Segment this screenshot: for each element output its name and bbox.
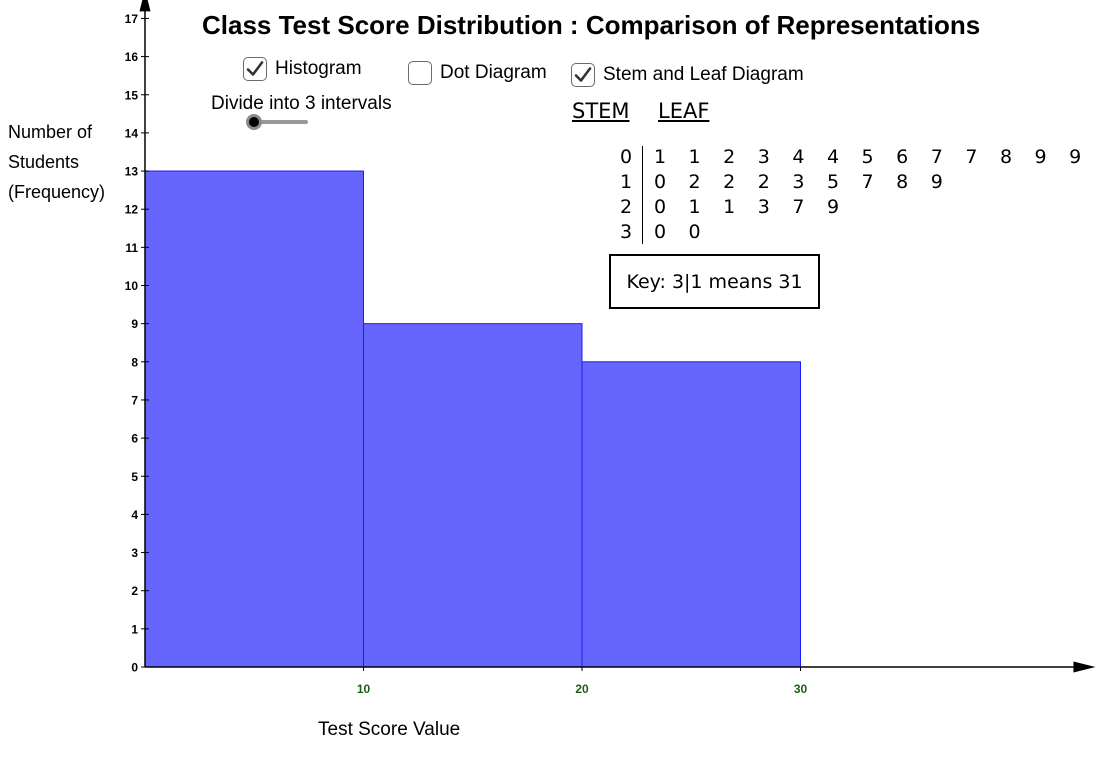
leaf-value: 7 (861, 171, 874, 193)
leaf-value: 0 (653, 196, 667, 218)
histogram-bar-1 (144, 170, 364, 668)
y-axis-label-line-2: Students (8, 152, 80, 172)
y-tick-label: 0 (131, 661, 138, 675)
stem-value: 1 (619, 171, 633, 193)
checkmark-icon (574, 67, 592, 82)
leaf-value: 8 (999, 146, 1013, 168)
y-tick-label: 5 (131, 470, 138, 484)
x-tick-label: 10 (357, 682, 371, 696)
leaf-value: 7 (965, 146, 978, 168)
leaf-value: 9 (1069, 146, 1082, 168)
leaf-value: 0 (653, 171, 667, 193)
y-tick-label: 7 (131, 393, 138, 407)
histogram-checkbox[interactable]: Histogram (243, 57, 362, 81)
y-axis-label-line-1: Number of (8, 122, 93, 142)
y-tick-label: 10 (125, 279, 139, 293)
stem-value: 3 (619, 221, 633, 243)
stem-leaf-divider (642, 146, 643, 244)
y-tick-label: 3 (131, 546, 138, 560)
y-tick-label: 15 (125, 88, 139, 102)
leaf-value: 2 (688, 171, 701, 193)
stem-leaf-key: Key: 3|1 means 31 (609, 254, 820, 309)
y-tick-label: 1 (131, 622, 138, 636)
y-tick-label: 4 (131, 508, 138, 522)
x-tick-label: 30 (794, 682, 808, 696)
page-title: Class Test Score Distribution : Comparis… (202, 10, 981, 40)
checkmark-icon (246, 61, 264, 76)
stem-value: 2 (619, 196, 633, 218)
y-tick-label: 2 (131, 584, 138, 598)
leaf-value: 1 (723, 196, 736, 218)
interval-slider-knob[interactable] (246, 114, 262, 130)
leaf-value: 6 (896, 146, 909, 168)
leaf-value: 0 (688, 221, 701, 243)
y-tick-label: 12 (125, 203, 139, 217)
y-tick-label: 13 (125, 165, 139, 179)
leaf-value: 7 (930, 146, 943, 168)
stem-header: STEM (572, 99, 630, 123)
stem-leaf-checkbox[interactable]: Stem and Leaf Diagram (571, 63, 804, 87)
stem-value: 0 (619, 146, 633, 168)
y-axis-arrow-icon (139, 0, 151, 12)
leaf-value: 3 (757, 196, 770, 218)
leaf-value: 8 (896, 171, 909, 193)
leaf-value: 0 (653, 221, 667, 243)
y-axis-label: Number of Students (Frequency) (8, 117, 105, 207)
dot-diagram-checkbox[interactable]: Dot Diagram (408, 61, 547, 85)
histogram-bar-3 (581, 361, 801, 668)
leaf-header: LEAF (658, 99, 710, 123)
interval-slider[interactable] (246, 113, 308, 133)
dot-diagram-checkbox-label: Dot Diagram (440, 62, 547, 83)
histogram-checkbox-box[interactable] (243, 57, 267, 81)
stem-leaf-checkbox-box[interactable] (571, 63, 595, 87)
leaf-value: 9 (826, 196, 840, 218)
leaf-value: 5 (826, 171, 840, 193)
interval-slider-track[interactable] (252, 120, 308, 124)
leaf-value: 9 (930, 171, 943, 193)
y-tick-label: 14 (125, 126, 139, 140)
leaf-value: 4 (826, 146, 840, 168)
leaf-value: 1 (688, 146, 701, 168)
leaf-value: 5 (861, 146, 874, 168)
leaf-value: 7 (792, 196, 805, 218)
y-tick-label: 17 (125, 12, 139, 26)
histogram-checkbox-label: Histogram (275, 58, 362, 79)
leaf-value: 3 (757, 146, 770, 168)
y-tick-label: 9 (131, 317, 138, 331)
leaf-value: 3 (792, 171, 805, 193)
leaf-value: 2 (723, 146, 736, 168)
y-tick-label: 8 (131, 355, 138, 369)
y-tick-label: 6 (131, 432, 138, 446)
y-axis-label-line-3: (Frequency) (8, 182, 106, 202)
x-axis-arrow-icon (1073, 661, 1096, 673)
y-tick-label: 11 (125, 241, 138, 255)
x-axis-label: Test Score Value (318, 719, 461, 740)
dot-diagram-checkbox-box[interactable] (408, 61, 432, 85)
leaf-value: 2 (723, 171, 736, 193)
stem-leaf-checkbox-label: Stem and Leaf Diagram (603, 64, 804, 85)
leaf-value: 9 (1034, 146, 1047, 168)
y-tick-label: 16 (125, 50, 139, 64)
x-tick-label: 20 (575, 682, 589, 696)
leaf-value: 1 (653, 146, 667, 168)
leaf-value: 4 (792, 146, 805, 168)
leaf-value: 2 (757, 171, 770, 193)
interval-slider-label: Divide into 3 intervals (211, 93, 392, 114)
histogram-bar-2 (363, 323, 583, 668)
leaf-value: 1 (688, 196, 701, 218)
